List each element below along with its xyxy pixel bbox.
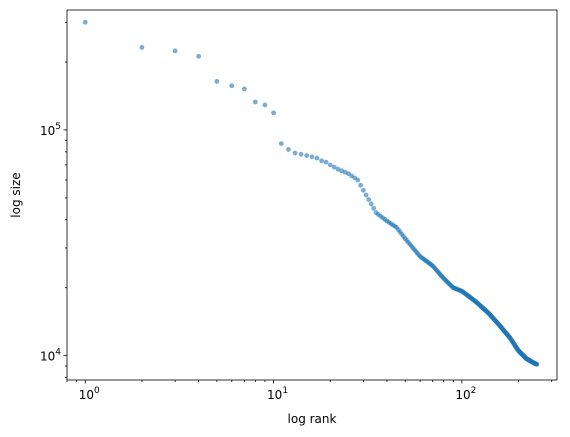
data-point [323,159,329,165]
data-points [82,19,540,367]
data-point [363,192,369,198]
data-point [241,86,247,92]
x-tick-label: 101 [267,386,288,402]
data-point [292,150,298,156]
plot-frame [66,9,558,381]
data-point [319,158,325,164]
data-point [314,155,320,161]
x-tick-label: 102 [455,386,476,402]
data-point [229,83,235,89]
data-point [304,153,310,158]
x-axis-label: log rank [288,412,337,426]
data-point [214,79,220,84]
data-point [262,102,268,108]
data-point [534,361,540,367]
data-point [82,19,88,25]
data-point [361,187,366,193]
data-point [355,177,361,183]
data-point [358,182,364,188]
data-point [366,197,372,202]
data-point [327,162,333,168]
x-tick-label: 100 [79,386,100,402]
data-point [172,48,178,54]
y-axis: 104 105 [40,21,67,378]
x-axis: 100 101 102 [66,380,553,402]
y-tick-label: 104 [40,348,61,364]
data-point [286,147,291,152]
data-point [368,201,374,207]
data-point [331,164,337,170]
data-point [371,205,377,211]
data-point [139,45,145,50]
data-point [298,151,304,157]
data-point [271,110,276,116]
data-point [309,154,315,160]
data-point [335,166,341,172]
y-tick-label: 105 [40,122,61,138]
data-point [252,99,258,105]
data-point [196,53,202,59]
y-axis-label: log size [9,172,23,217]
data-point [278,141,284,147]
